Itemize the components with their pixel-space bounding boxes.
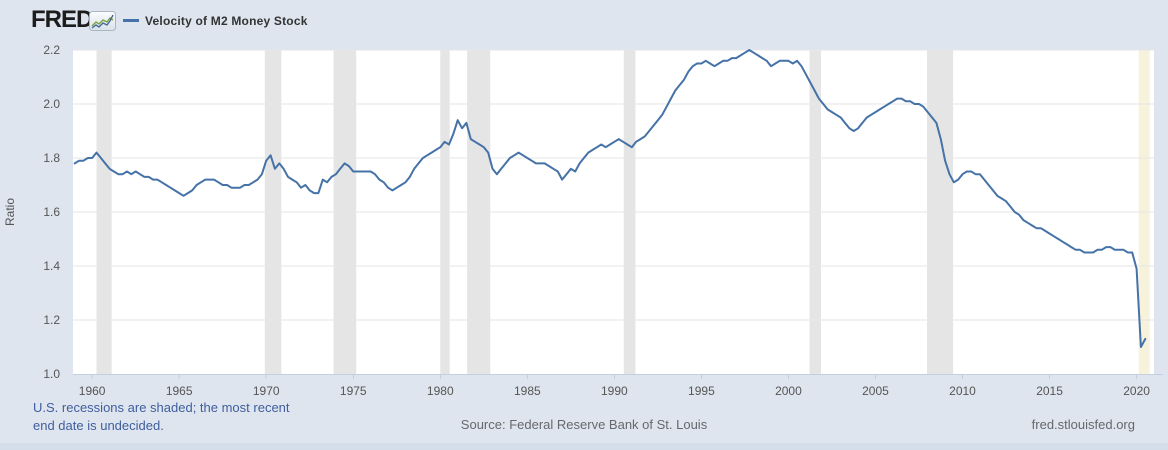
source-attribution: Source: Federal Reserve Bank of St. Loui… (460, 417, 708, 432)
legend-line-marker (123, 19, 139, 22)
y-axis-title: Ratio (3, 198, 17, 227)
fred-sparkline-icon (89, 11, 116, 31)
y-tick-label: 1.6 (43, 205, 60, 219)
x-tick-label: 1965 (165, 384, 193, 398)
y-tick-label: 1.2 (43, 313, 60, 327)
bottom-border-strip (0, 443, 1168, 450)
series-line-m2-velocity (73, 49, 1147, 348)
y-tick-label: 1.4 (43, 259, 60, 273)
y-tick-label: 2.2 (43, 43, 60, 57)
x-tick-label: 2010 (949, 384, 976, 398)
x-tick-label: 1970 (252, 384, 280, 398)
x-tick-label: 1985 (513, 384, 541, 398)
x-tick-label: 2015 (1036, 384, 1063, 398)
x-tick-label: 1980 (426, 384, 454, 398)
y-tick-label: 1.8 (43, 151, 60, 165)
recession-note-line1: U.S. recessions are shaded; the most rec… (33, 400, 290, 415)
x-tick-label: 2000 (775, 384, 802, 398)
x-tick-label: 2005 (862, 384, 889, 398)
x-tick-label: 2020 (1123, 384, 1150, 398)
x-tick-label: 1995 (688, 384, 715, 398)
fred-site-url: fred.stlouisfed.org (1031, 417, 1135, 432)
y-tick-label: 2.0 (43, 97, 60, 111)
x-tick-label: 1990 (601, 384, 628, 398)
recession-note-line2: end date is undecided. (33, 418, 164, 433)
recession-shading-note: U.S. recessions are shaded; the most rec… (33, 399, 290, 435)
legend-series-label: Velocity of M2 Money Stock (145, 13, 308, 28)
fred-logo-text: FRED (31, 6, 93, 33)
x-tick-label: 1960 (78, 384, 106, 398)
chart-legend: Velocity of M2 Money Stock (123, 13, 308, 28)
y-tick-label: 1.0 (43, 367, 60, 381)
x-tick-label: 1975 (339, 384, 367, 398)
